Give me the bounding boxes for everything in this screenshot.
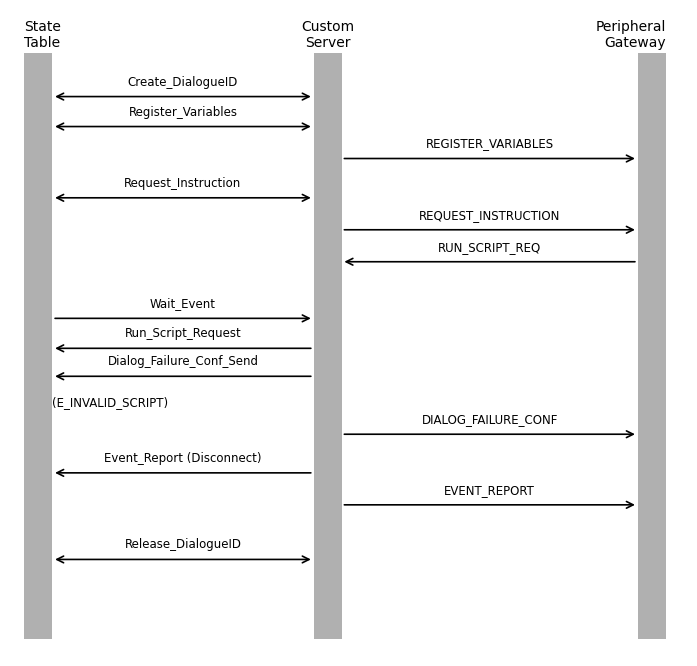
Text: (E_INVALID_SCRIPT): (E_INVALID_SCRIPT) [52, 396, 169, 409]
Bar [24, 53, 52, 639]
Text: Create_DialogueID: Create_DialogueID [128, 75, 238, 89]
Text: Custom
Server: Custom Server [301, 20, 354, 50]
Text: REQUEST_INSTRUCTION: REQUEST_INSTRUCTION [419, 208, 560, 222]
Bar [314, 53, 342, 639]
Text: State
Table: State Table [24, 20, 61, 50]
Bar [638, 53, 666, 639]
Text: EVENT_REPORT: EVENT_REPORT [444, 484, 535, 497]
Text: Wait_Event: Wait_Event [150, 297, 216, 310]
Text: Event_Report (Disconnect): Event_Report (Disconnect) [105, 452, 261, 465]
Text: RUN_SCRIPT_REQ: RUN_SCRIPT_REQ [438, 240, 542, 254]
Text: Release_DialogueID: Release_DialogueID [125, 538, 241, 551]
Text: Request_Instruction: Request_Instruction [124, 176, 242, 190]
Text: Register_Variables: Register_Variables [128, 105, 238, 119]
Text: REGISTER_VARIABLES: REGISTER_VARIABLES [426, 137, 553, 151]
Text: Peripheral
Gateway: Peripheral Gateway [595, 20, 666, 50]
Text: Dialog_Failure_Conf_Send: Dialog_Failure_Conf_Send [107, 355, 259, 368]
Text: Run_Script_Request: Run_Script_Request [125, 327, 241, 340]
Text: DIALOG_FAILURE_CONF: DIALOG_FAILURE_CONF [422, 413, 558, 426]
